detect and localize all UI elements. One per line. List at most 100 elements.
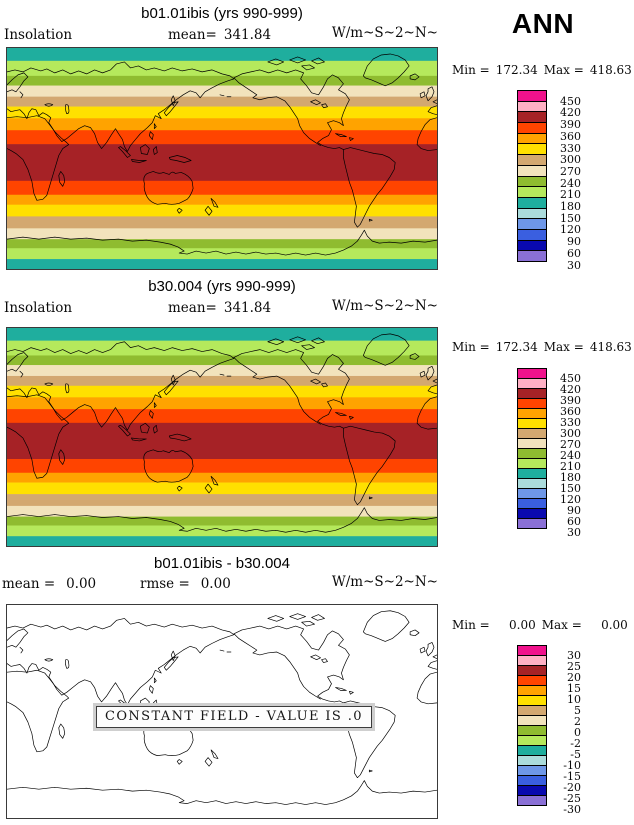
panel1-colorbar: 450 420 390 360 330 300 270 240 210 180 150 120 90 60…	[517, 90, 581, 271]
panel1-title: b01.01ibis (yrs 990-999)	[141, 5, 303, 22]
colorbar-tick-label: 120	[560, 223, 581, 237]
panel1-map	[6, 47, 438, 270]
latitude-band	[7, 75, 437, 86]
panel3-min-label: Min =	[452, 618, 490, 632]
latitude-band	[7, 340, 437, 356]
colorbar-tick-label: 300	[560, 427, 581, 440]
latitude-band	[7, 259, 437, 269]
panel3-max-value: 0.00	[601, 618, 628, 632]
panel3-rmse-label: rmse =	[140, 576, 190, 592]
latitude-band	[7, 375, 437, 387]
latitude-band	[7, 482, 437, 495]
panel2-mean-label: mean=	[168, 300, 217, 316]
panel1-units: W/m~S~2~N~	[331, 25, 438, 41]
colorbar-tick-label: 210	[560, 188, 581, 202]
latitude-band	[7, 355, 437, 366]
latitude-band	[7, 48, 437, 62]
latitude-band	[7, 505, 437, 517]
panel3-minmax: Min = 0.00 Max = 0.00	[452, 618, 634, 632]
panel1-min-label: Min =	[452, 63, 490, 77]
colorbar-tick-label: -20	[563, 781, 581, 794]
latitude-band	[7, 204, 437, 217]
panel1-variable-label: Insolation	[4, 27, 73, 43]
latitude-band	[7, 536, 437, 546]
colorbar-tick-label: 300	[560, 153, 581, 167]
colorbar-tick-label: 30	[567, 258, 581, 272]
latitude-band	[7, 180, 437, 196]
latitude-band	[7, 516, 437, 526]
colorbar-tick-label: 330	[560, 141, 581, 155]
panel3-colorbar: 30 25 20 15 10 5 2 0 -2 -5 -10 -15 -20 -25 -30	[517, 645, 581, 816]
panel1-max-value: 418.63	[589, 63, 632, 77]
latitude-band	[7, 130, 437, 145]
panel2-map	[6, 327, 438, 547]
panel3-mean-value: 0.00	[66, 576, 97, 592]
colorbar-tick-label: -5	[570, 748, 581, 761]
panel3-mean-label: mean =	[2, 576, 56, 592]
latitude-band	[7, 525, 437, 537]
panel3-title: b01.01ibis - b30.004	[154, 555, 290, 572]
latitude-band	[7, 459, 437, 474]
latitude-band	[7, 144, 437, 182]
colorbar-tick-label: 60	[567, 515, 581, 528]
latitude-band	[7, 106, 437, 119]
colorbar-tick-label: 210	[560, 460, 581, 473]
latitude-band	[7, 60, 437, 77]
colorbar-tick-label: 30	[567, 649, 581, 662]
panel2-mean: mean= 341.84	[168, 300, 271, 316]
colorbar-cell	[517, 795, 547, 806]
latitude-band	[7, 494, 437, 507]
panel3-units: W/m~S~2~N~	[331, 574, 438, 590]
latitude-bands	[7, 48, 437, 269]
latitude-bands	[7, 328, 437, 546]
colorbar-tick-label: 20	[567, 671, 581, 684]
colorbar-tick-label: 150	[560, 482, 581, 495]
colorbar-tick-label: 390	[560, 394, 581, 407]
panel2-minmax: Min = 172.34 Max = 418.63	[452, 340, 634, 354]
colorbar-tick-label: 330	[560, 416, 581, 429]
panel1-map-svg	[7, 48, 437, 269]
panel2-min-label: Min =	[452, 340, 490, 354]
colorbar-tick-label: -10	[563, 759, 581, 772]
colorbar-tick-label: 2	[574, 715, 581, 728]
latitude-band	[7, 365, 437, 377]
colorbar-tick-label: 30	[567, 526, 581, 539]
colorbar-tick-label: 10	[567, 693, 581, 706]
latitude-band	[7, 85, 437, 97]
latitude-band	[7, 409, 437, 424]
colorbar-tick-label: 420	[560, 106, 581, 120]
colorbar-tick-label: 450	[560, 372, 581, 385]
panel2-units: W/m~S~2~N~	[331, 298, 438, 314]
panel3-max-label: Max =	[541, 618, 582, 632]
colorbar-cell	[517, 250, 547, 262]
latitude-band	[7, 96, 437, 107]
colorbar-tick-label: 270	[560, 164, 581, 178]
colorbar-tick-label: 240	[560, 449, 581, 462]
panel3-rmse-value: 0.00	[200, 576, 231, 592]
colorbar-tick-label: 15	[567, 682, 581, 695]
panel1-min-value: 172.34	[495, 63, 538, 77]
colorbar-tick-label: -15	[563, 770, 581, 783]
panel1-mean: mean= 341.84	[168, 27, 271, 43]
panel1-mean-value: 341.84	[223, 27, 272, 43]
colorbar-tick-label: 360	[560, 129, 581, 143]
panel1-mean-label: mean=	[168, 27, 217, 43]
colorbar-tick-label: 90	[567, 504, 581, 517]
colorbar-tick-label: 420	[560, 383, 581, 396]
panel2-mean-value: 341.84	[223, 300, 272, 316]
constant-field-annotation: CONSTANT FIELD - VALUE IS .0	[96, 706, 372, 728]
latitude-band	[7, 328, 437, 341]
colorbar-tick-label: -30	[563, 803, 581, 816]
colorbar-tick-label: 5	[574, 704, 581, 717]
colorbar-tick-label: 150	[560, 211, 581, 225]
latitude-band	[7, 118, 437, 131]
latitude-band	[7, 385, 437, 398]
colorbar-tick-label: 90	[567, 235, 581, 249]
season-label: ANN	[511, 8, 575, 39]
panel3-mean: mean = 0.00	[2, 576, 96, 592]
colorbar-tick-label: 180	[560, 471, 581, 484]
latitude-band	[7, 194, 437, 205]
colorbar-tick-label: 180	[560, 200, 581, 213]
latitude-band	[7, 397, 437, 410]
